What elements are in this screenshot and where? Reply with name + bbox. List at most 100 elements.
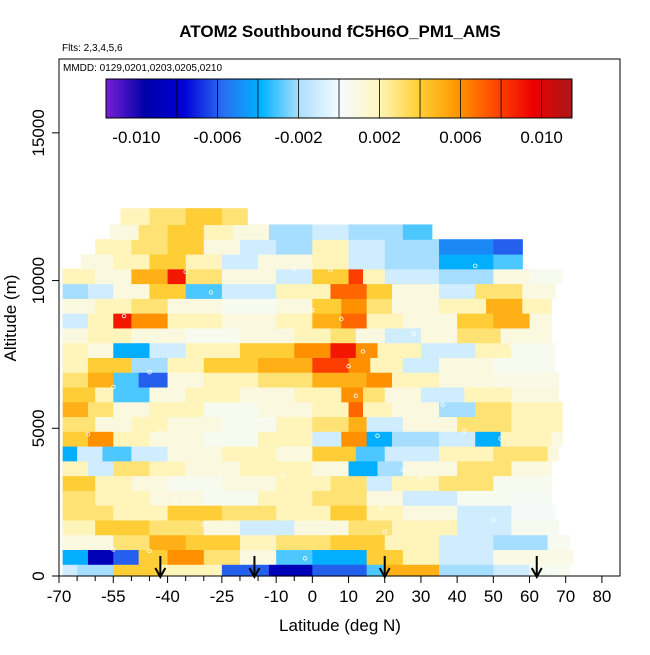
heatmap-cell bbox=[312, 549, 368, 565]
heatmap-cell bbox=[312, 564, 368, 577]
sample-point bbox=[111, 384, 116, 390]
x-tick-label: 80 bbox=[592, 587, 611, 606]
heatmap-cell bbox=[330, 342, 357, 358]
heatmap-cell bbox=[62, 357, 89, 373]
heatmap-cell bbox=[276, 505, 332, 521]
heatmap-cell bbox=[363, 268, 386, 285]
heatmap-cell bbox=[221, 298, 277, 314]
heatmap-cell bbox=[276, 313, 313, 329]
heatmap-cell bbox=[276, 475, 332, 491]
sample-point bbox=[172, 496, 178, 502]
heatmap-cell bbox=[239, 460, 313, 477]
heatmap-cell bbox=[420, 327, 458, 344]
x-tick-label: -55 bbox=[101, 587, 126, 606]
heatmap-cell bbox=[131, 298, 169, 314]
heatmap-cell bbox=[167, 298, 223, 314]
heatmap-cell bbox=[276, 534, 332, 551]
heatmap-cell bbox=[312, 460, 350, 477]
heatmap-cell bbox=[312, 401, 350, 418]
heatmap-cell bbox=[258, 401, 313, 418]
heatmap-cell bbox=[439, 431, 476, 447]
heatmap-cell bbox=[203, 357, 259, 373]
heatmap-cell bbox=[384, 446, 440, 462]
heatmap-cell bbox=[475, 401, 513, 418]
heatmap-cell bbox=[330, 327, 357, 344]
heatmap-cell bbox=[149, 490, 205, 506]
sample-point bbox=[346, 364, 351, 369]
heatmap-cell bbox=[113, 253, 151, 270]
heatmap-cell bbox=[77, 446, 104, 462]
heatmap-cell bbox=[439, 298, 487, 314]
y-tick-label: 10000 bbox=[29, 257, 48, 304]
heatmap-cell bbox=[402, 460, 458, 477]
heatmap-cell bbox=[113, 431, 151, 447]
flights-label: Flts: 2,3,4,5,6 bbox=[62, 43, 123, 54]
heatmap-cell bbox=[486, 298, 523, 314]
heatmap-cell bbox=[221, 253, 259, 270]
heatmap-cell bbox=[439, 239, 494, 255]
x-tick-label: -10 bbox=[264, 587, 289, 606]
x-tick-label: 20 bbox=[375, 587, 394, 606]
heatmap-cell bbox=[384, 327, 422, 344]
profile-arrows-layer bbox=[154, 556, 543, 580]
heatmap-cell bbox=[348, 416, 368, 432]
heatmap-cell bbox=[167, 224, 205, 240]
heatmap-cell bbox=[268, 564, 313, 577]
heatmap-cell bbox=[511, 416, 563, 432]
y-tick-label: 5000 bbox=[29, 409, 48, 447]
sample-point bbox=[328, 268, 333, 273]
sample-point bbox=[339, 316, 344, 322]
heatmap-cell bbox=[149, 460, 187, 477]
y-axis-label: Altitude (m) bbox=[1, 275, 20, 362]
heatmap-cell bbox=[203, 519, 241, 536]
heatmap-cell bbox=[62, 490, 96, 506]
heatmap-cell bbox=[185, 208, 223, 226]
heatmap-cell bbox=[87, 460, 114, 477]
sample-point bbox=[440, 402, 445, 407]
heatmap-cell bbox=[221, 475, 277, 491]
heatmap-cell bbox=[203, 224, 234, 240]
x-tick-label: 70 bbox=[556, 587, 575, 606]
heatmap-cell bbox=[95, 475, 132, 491]
heatmap-cell bbox=[511, 519, 560, 536]
sample-point bbox=[183, 269, 188, 274]
heatmap-cell bbox=[131, 416, 169, 432]
heatmap-cell bbox=[167, 446, 223, 462]
heatmap-cell bbox=[420, 386, 465, 403]
x-tick-label: 50 bbox=[484, 587, 503, 606]
heatmap-cell bbox=[366, 490, 404, 506]
heatmap-cell bbox=[391, 519, 458, 536]
heatmap-cell bbox=[160, 564, 223, 577]
heatmap-cell bbox=[348, 268, 364, 285]
heatmap-cell bbox=[529, 313, 552, 329]
sample-points-layer bbox=[85, 239, 550, 573]
heatmap-cell bbox=[348, 460, 379, 477]
heatmap-cell bbox=[276, 298, 313, 314]
heatmap-cell bbox=[113, 386, 151, 403]
heatmap-cell bbox=[131, 313, 169, 329]
heatmap-cell bbox=[131, 327, 187, 344]
heatmap-cell bbox=[102, 446, 132, 462]
x-tick-label: -25 bbox=[210, 587, 235, 606]
heatmap-cell bbox=[439, 549, 494, 565]
heatmap-cell bbox=[185, 268, 223, 285]
heatmap-cell bbox=[80, 253, 114, 270]
heatmap-cell bbox=[149, 431, 205, 447]
heatmap-cell bbox=[363, 401, 393, 418]
heatmap-cell bbox=[109, 224, 140, 240]
heatmap-cell bbox=[149, 283, 187, 299]
heatmap-cell bbox=[258, 372, 313, 388]
colorbar: -0.010 -0.006 -0.002 0.002 0.006 0.010 bbox=[105, 78, 573, 147]
heatmap-cell bbox=[312, 372, 368, 388]
profile-arrow bbox=[248, 556, 261, 580]
heatmap-cell bbox=[366, 564, 386, 577]
dates-label: MMDD: 0129,0201,0203,0205,0210 bbox=[63, 63, 222, 74]
x-axis-label: Latitude (deg N) bbox=[279, 616, 401, 635]
heatmap-cell bbox=[439, 475, 494, 491]
heatmap-cell bbox=[87, 357, 132, 373]
heatmap-cell bbox=[203, 372, 259, 388]
heatmap-cell bbox=[268, 224, 313, 240]
heatmap-cell bbox=[341, 298, 368, 314]
heatmap-cell bbox=[87, 342, 114, 358]
